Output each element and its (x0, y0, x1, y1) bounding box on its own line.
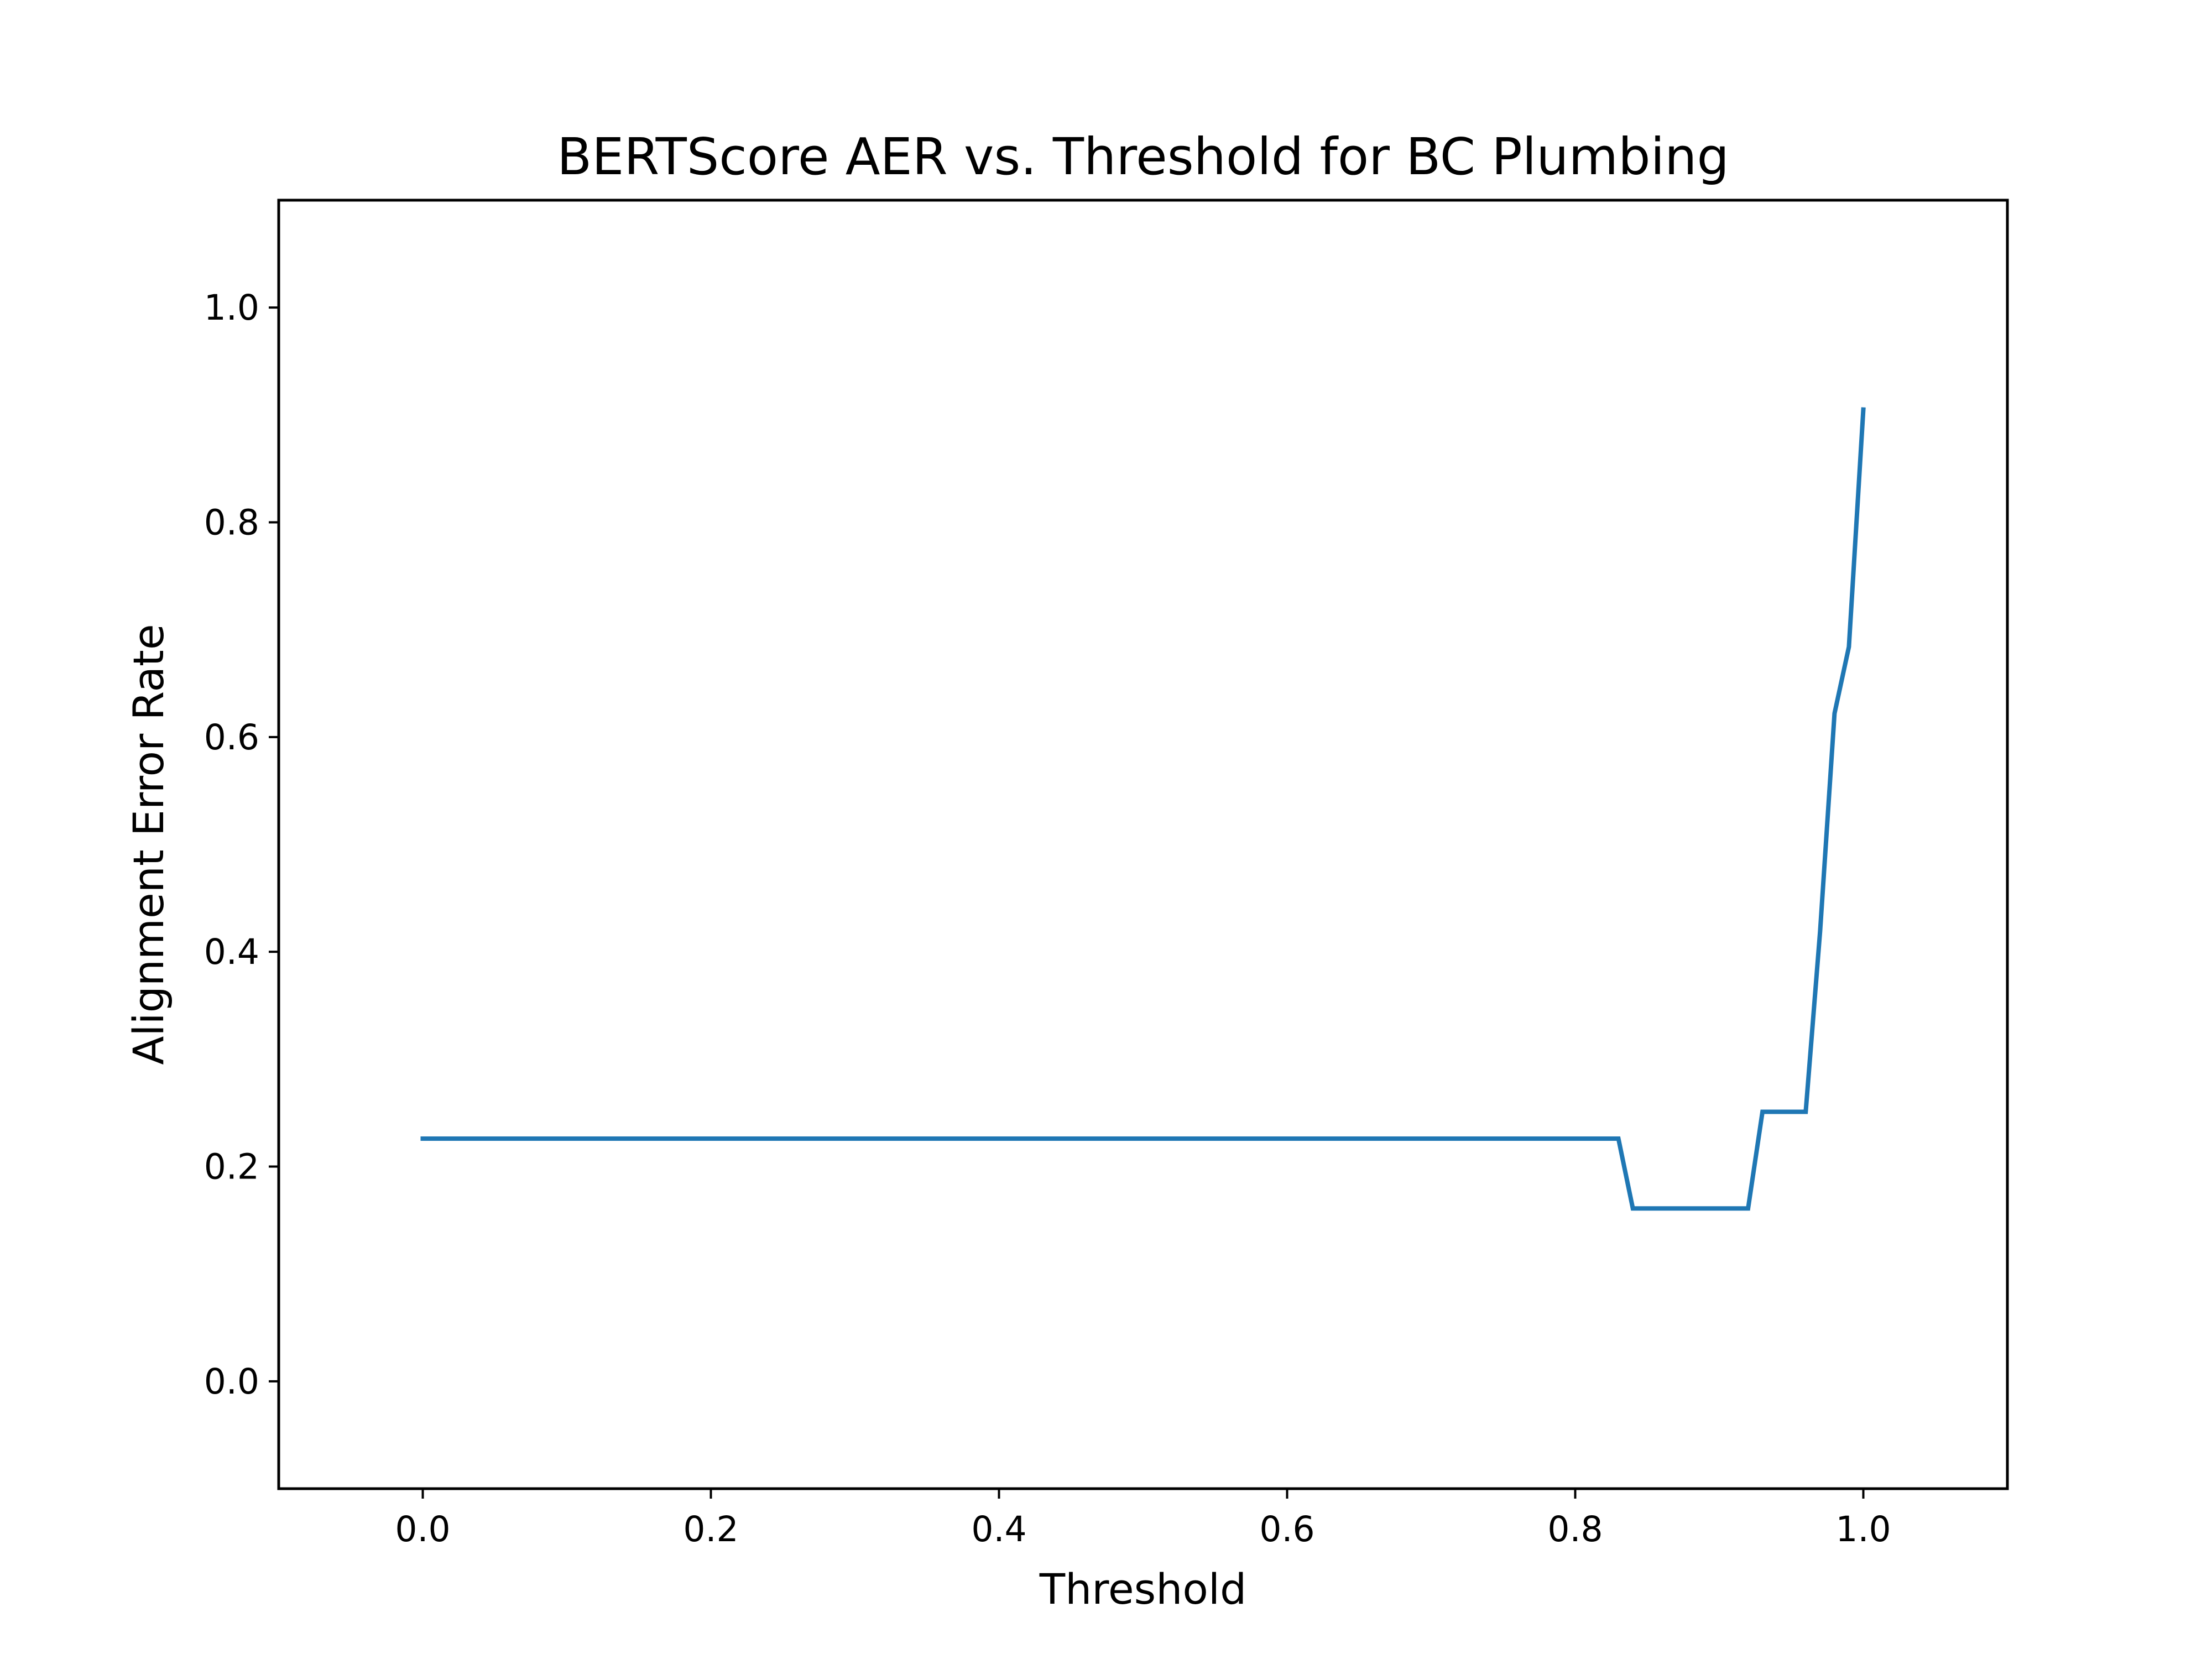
y-tick-label: 0.2 (204, 1147, 259, 1187)
y-tick-label: 0.4 (204, 932, 259, 972)
y-axis-label: Alignment Error Rate (124, 624, 173, 1065)
x-tick-label: 0.0 (395, 1509, 450, 1550)
x-tick-label: 0.2 (683, 1509, 738, 1550)
y-axis-ticks: 0.0 0.2 0.4 0.6 0.8 1.0 (204, 288, 279, 1402)
y-tick-label: 0.8 (204, 503, 259, 543)
axes-frame (277, 199, 2009, 1490)
x-tick-label: 0.8 (1547, 1509, 1603, 1550)
x-tick-label: 0.4 (971, 1509, 1026, 1550)
y-tick-label: 0.6 (204, 717, 259, 758)
chart-title: BERTScore AER vs. Threshold for BC Plumb… (557, 127, 1729, 186)
x-tick-label: 0.6 (1259, 1509, 1314, 1550)
x-axis-label: Threshold (1039, 1564, 1247, 1614)
plot-content (420, 407, 1866, 1211)
x-tick-label: 1.0 (1835, 1509, 1891, 1550)
x-axis-ticks: 0.0 0.2 0.4 0.6 0.8 1.0 (395, 1489, 1891, 1550)
y-tick-label: 1.0 (204, 288, 259, 328)
series-line-1 (420, 407, 1866, 1211)
y-tick-label: 0.0 (204, 1361, 259, 1402)
